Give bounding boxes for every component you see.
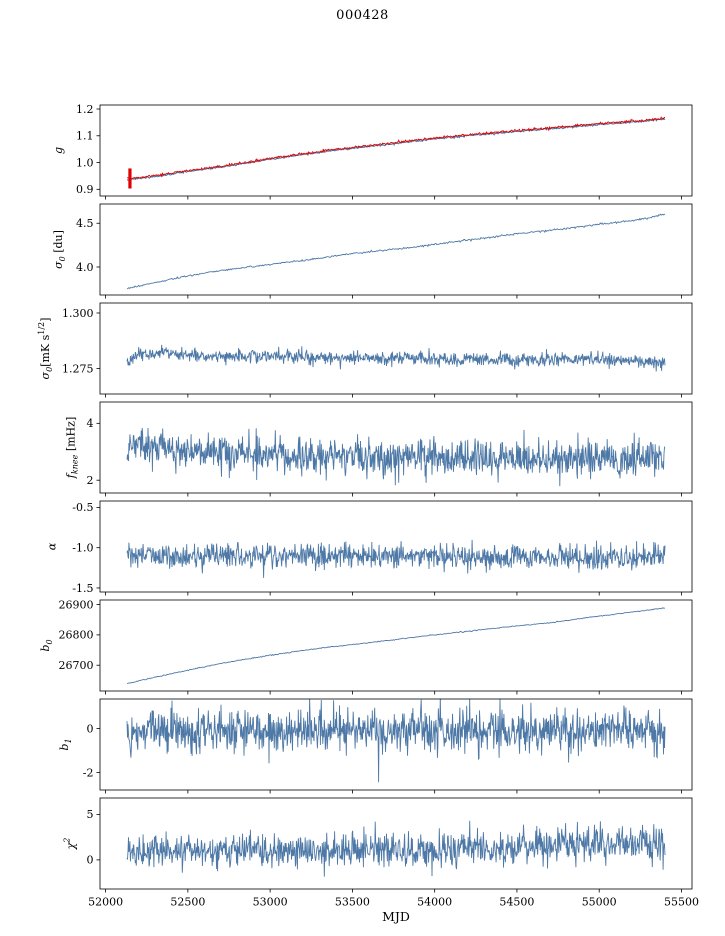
subplot-b0: 26700 26800 26900 b0	[39, 598, 693, 695]
y-tick-label: 4.0	[76, 261, 94, 274]
y-tick-label: 0.9	[76, 183, 94, 196]
x-tick-label: 53500	[335, 896, 370, 909]
y-axis-label: χ2	[63, 838, 78, 851]
series-chi2	[126, 820, 666, 877]
x-tick-label: 52000	[88, 896, 123, 909]
y-tick-label: 1.275	[62, 362, 94, 375]
x-tick-label: 52500	[170, 896, 205, 909]
axes-border	[99, 797, 693, 890]
subplot-chi2: 0 5 52000 52500 53000 53500 54000 54500 55000 555…	[63, 797, 699, 909]
y-tick-label: -2	[83, 766, 94, 779]
subplot-alpha: -1.5 -1.0 -0.5 α	[45, 500, 693, 596]
y-tick-label: 2	[87, 474, 94, 487]
axes-border	[99, 401, 693, 494]
y-tick-label: 5	[87, 808, 94, 821]
y-tick-label: 1.2	[76, 103, 94, 116]
subplot-g: 0.9 1.0 1.1 1.2 g	[52, 103, 693, 200]
x-tick-label: 54000	[417, 896, 452, 909]
axes-border	[99, 599, 693, 692]
y-axis-label: α	[45, 542, 58, 550]
axes-border	[99, 698, 693, 791]
series-g-red	[126, 116, 666, 180]
x-tick-label: 53000	[253, 896, 288, 909]
series-b1	[126, 699, 666, 783]
y-tick-label: 0	[87, 722, 94, 735]
y-tick-label: 1.300	[62, 307, 94, 320]
x-tick-label: 55500	[664, 896, 699, 909]
y-tick-label: 0	[87, 854, 94, 867]
subplot-sigma0-du: 4.0 4.5 σ0 [du]	[52, 203, 693, 299]
subplot-sigma0-mks: 1.275 1.300 σ0[mK s1/2]	[37, 302, 693, 398]
series-b0	[126, 607, 666, 684]
axes-border	[99, 500, 693, 593]
series-sigma0-du	[126, 213, 666, 290]
y-axis-label: σ0[mK s1/2]	[37, 318, 54, 380]
y-tick-label: 26900	[59, 598, 94, 611]
y-tick-label: 4	[87, 417, 94, 430]
y-axis-label: σ0 [du]	[52, 230, 67, 269]
x-axis-label: MJD	[382, 909, 410, 924]
y-tick-label: -1.0	[72, 542, 93, 555]
axes-border	[99, 302, 693, 395]
x-tick-label: 54500	[499, 896, 534, 909]
series-alpha	[126, 539, 666, 578]
series-fknee	[126, 427, 666, 487]
y-axis-label: b0	[39, 639, 54, 651]
y-axis-label: g	[52, 147, 65, 154]
y-tick-label: 26700	[59, 659, 94, 672]
axes-border	[99, 104, 693, 197]
y-axis-label: b1	[58, 738, 73, 750]
axes-border	[99, 203, 693, 296]
figure-title: 000428	[336, 8, 389, 23]
subplot-b1: -2 0 b1	[58, 698, 693, 794]
x-tick-label: 55000	[582, 896, 617, 909]
y-tick-label: 1.1	[76, 130, 94, 143]
y-axis-label: fknee [mHz]	[65, 417, 80, 479]
series-sigma0-mks	[126, 344, 666, 372]
y-tick-label: 4.5	[76, 217, 94, 230]
y-tick-label: 1.0	[76, 156, 94, 169]
y-tick-label: -0.5	[72, 501, 93, 514]
subplot-fknee: 2 4 fknee [mHz]	[65, 401, 693, 497]
y-tick-label: 26800	[59, 629, 94, 642]
series-g-blue	[126, 118, 666, 181]
y-tick-label: -1.5	[72, 582, 93, 595]
